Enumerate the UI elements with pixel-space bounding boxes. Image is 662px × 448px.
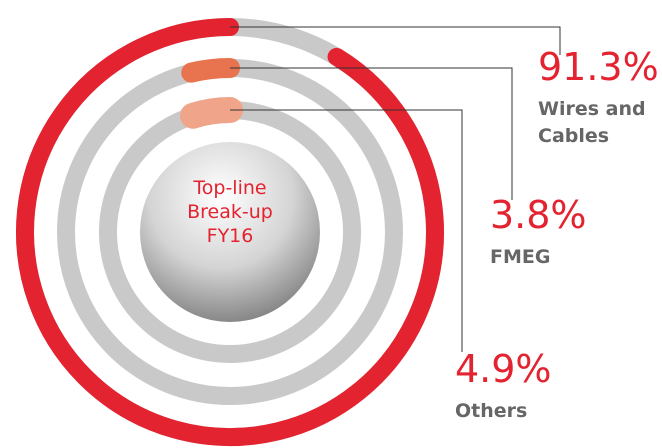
category-text: FMEG [490,246,551,268]
value-label: 3.8% [490,193,587,237]
category-text: Others [455,400,528,422]
center-sphere [140,142,320,322]
category-label: Wires and Cables [538,98,646,147]
category-label: FMEG [490,246,551,268]
arc [180,97,243,129]
category-label: Others [455,400,528,422]
arc [181,58,240,83]
value-label: 4.9% [455,347,552,391]
center-label: Break-up [187,201,273,223]
center-label: FY16 [207,225,254,247]
leader-line [230,67,513,200]
category-text: Wires and Cables [538,98,646,147]
leader-line [230,26,561,55]
value-label: 91.3% [538,45,659,89]
leader-line [230,109,463,352]
center-label: Top-line [192,177,266,199]
arc [16,18,444,446]
